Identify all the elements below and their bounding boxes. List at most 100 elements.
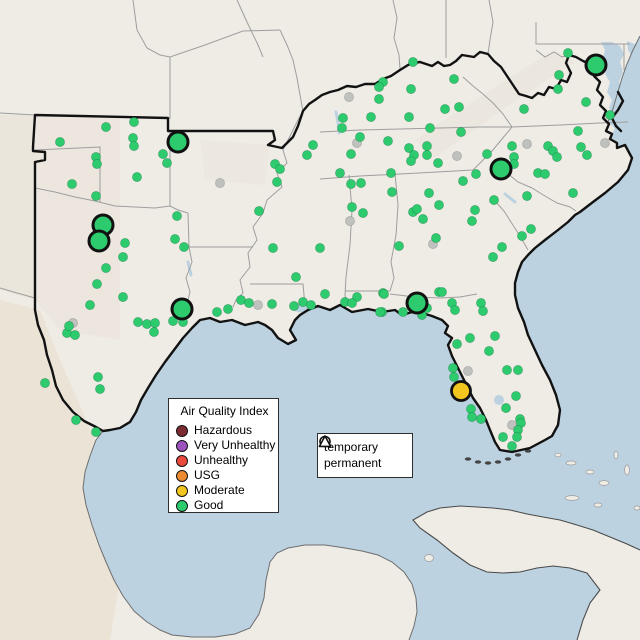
aqi-site-good[interactable] bbox=[563, 48, 573, 58]
aqi-site-no-data[interactable] bbox=[344, 92, 354, 102]
aqi-site-good[interactable] bbox=[552, 152, 562, 162]
aqi-site-good[interactable] bbox=[244, 298, 254, 308]
aqi-site-good[interactable] bbox=[355, 132, 365, 142]
aqi-site-good[interactable] bbox=[64, 321, 74, 331]
aqi-site-good[interactable] bbox=[425, 123, 435, 133]
aqi-site-good[interactable] bbox=[315, 243, 325, 253]
aqi-site-good[interactable] bbox=[434, 200, 444, 210]
aqi-site-good[interactable] bbox=[568, 188, 578, 198]
aqi-site-no-data[interactable] bbox=[463, 366, 473, 376]
aqi-site-good[interactable] bbox=[526, 224, 536, 234]
aqi-site-good[interactable] bbox=[573, 126, 583, 136]
aqi-site-good[interactable] bbox=[91, 427, 101, 437]
aqi-site-good[interactable] bbox=[149, 327, 159, 337]
aqi-site-good[interactable] bbox=[132, 172, 142, 182]
aqi-site-good[interactable] bbox=[490, 331, 500, 341]
aqi-site-no-data[interactable] bbox=[253, 300, 263, 310]
aqi-site-good[interactable] bbox=[540, 169, 550, 179]
aqi-site-good[interactable] bbox=[223, 304, 233, 314]
aqi-site-good[interactable] bbox=[212, 307, 222, 317]
aqi-site-good[interactable] bbox=[101, 122, 111, 132]
aqi-site-good[interactable] bbox=[467, 412, 477, 422]
aqi-site-good[interactable] bbox=[374, 94, 384, 104]
aqi-site-good[interactable] bbox=[179, 242, 189, 252]
aqi-site-good[interactable] bbox=[71, 415, 81, 425]
aqi-site-good[interactable] bbox=[422, 141, 432, 151]
aqi-site-good[interactable] bbox=[337, 123, 347, 133]
aqi-site-good[interactable] bbox=[346, 149, 356, 159]
aqi-site-good[interactable] bbox=[306, 300, 316, 310]
aqi-site-no-data[interactable] bbox=[215, 178, 225, 188]
aqi-site-good[interactable] bbox=[158, 149, 168, 159]
aqi-site-good[interactable] bbox=[437, 287, 447, 297]
aqi-site-good[interactable] bbox=[431, 233, 441, 243]
aqi-site-good[interactable] bbox=[484, 346, 494, 356]
aqi-site-good[interactable] bbox=[448, 363, 458, 373]
aqi-site-no-data[interactable] bbox=[452, 151, 462, 161]
aqi-site-good[interactable] bbox=[440, 104, 450, 114]
aqi-site-good[interactable] bbox=[512, 432, 522, 442]
aqi-site-good[interactable] bbox=[488, 252, 498, 262]
aqi-major-site-good-temporary[interactable] bbox=[166, 130, 190, 154]
aqi-site-good[interactable] bbox=[502, 365, 512, 375]
aqi-site-good[interactable] bbox=[289, 301, 299, 311]
aqi-site-good[interactable] bbox=[93, 372, 103, 382]
aqi-site-good[interactable] bbox=[338, 113, 348, 123]
aqi-site-good[interactable] bbox=[476, 414, 486, 424]
aqi-site-good[interactable] bbox=[172, 211, 182, 221]
aqi-site-good[interactable] bbox=[605, 110, 615, 120]
aqi-major-site-moderate-temporary[interactable] bbox=[450, 380, 472, 402]
aqi-site-good[interactable] bbox=[498, 432, 508, 442]
aqi-site-good[interactable] bbox=[168, 316, 178, 326]
aqi-site-good[interactable] bbox=[92, 279, 102, 289]
aqi-site-no-data[interactable] bbox=[600, 138, 610, 148]
aqi-site-no-data[interactable] bbox=[345, 216, 355, 226]
aqi-site-good[interactable] bbox=[489, 195, 499, 205]
aqi-major-site-good-temporary[interactable] bbox=[170, 297, 194, 321]
aqi-site-no-data[interactable] bbox=[522, 139, 532, 149]
aqi-major-site-good-temporary[interactable] bbox=[87, 229, 111, 253]
aqi-site-good[interactable] bbox=[272, 177, 282, 187]
aqi-site-good[interactable] bbox=[497, 242, 507, 252]
aqi-site-good[interactable] bbox=[456, 127, 466, 137]
aqi-site-good[interactable] bbox=[40, 378, 50, 388]
aqi-site-good[interactable] bbox=[449, 372, 459, 382]
aqi-site-good[interactable] bbox=[511, 391, 521, 401]
aqi-site-good[interactable] bbox=[374, 82, 384, 92]
aqi-site-good[interactable] bbox=[268, 243, 278, 253]
aqi-site-good[interactable] bbox=[513, 365, 523, 375]
aqi-site-good[interactable] bbox=[320, 289, 330, 299]
aqi-site-good[interactable] bbox=[424, 188, 434, 198]
aqi-site-good[interactable] bbox=[67, 179, 77, 189]
aqi-site-good[interactable] bbox=[302, 150, 312, 160]
aqi-site-good[interactable] bbox=[379, 289, 389, 299]
aqi-site-good[interactable] bbox=[422, 150, 432, 160]
aqi-site-good[interactable] bbox=[91, 191, 101, 201]
aqi-site-good[interactable] bbox=[507, 441, 517, 451]
aqi-site-good[interactable] bbox=[470, 205, 480, 215]
aqi-site-good[interactable] bbox=[358, 208, 368, 218]
aqi-site-good[interactable] bbox=[347, 298, 357, 308]
aqi-site-good[interactable] bbox=[476, 298, 486, 308]
aqi-site-good[interactable] bbox=[406, 84, 416, 94]
aqi-site-good[interactable] bbox=[452, 339, 462, 349]
aqi-site-good[interactable] bbox=[454, 102, 464, 112]
aqi-site-good[interactable] bbox=[450, 305, 460, 315]
aqi-site-good[interactable] bbox=[471, 169, 481, 179]
aqi-site-good[interactable] bbox=[406, 156, 416, 166]
aqi-site-good[interactable] bbox=[275, 164, 285, 174]
aqi-site-good[interactable] bbox=[347, 202, 357, 212]
aqi-site-good[interactable] bbox=[386, 168, 396, 178]
aqi-site-good[interactable] bbox=[254, 206, 264, 216]
aqi-site-good[interactable] bbox=[366, 112, 376, 122]
aqi-site-good[interactable] bbox=[522, 191, 532, 201]
aqi-site-good[interactable] bbox=[85, 300, 95, 310]
aqi-site-good[interactable] bbox=[129, 117, 139, 127]
aqi-site-good[interactable] bbox=[118, 292, 128, 302]
aqi-site-good[interactable] bbox=[162, 158, 172, 168]
aqi-site-good[interactable] bbox=[478, 306, 488, 316]
aqi-site-good[interactable] bbox=[150, 318, 160, 328]
aqi-site-good[interactable] bbox=[404, 112, 414, 122]
aqi-site-good[interactable] bbox=[55, 137, 65, 147]
aqi-major-site-good-temporary[interactable] bbox=[489, 157, 513, 181]
